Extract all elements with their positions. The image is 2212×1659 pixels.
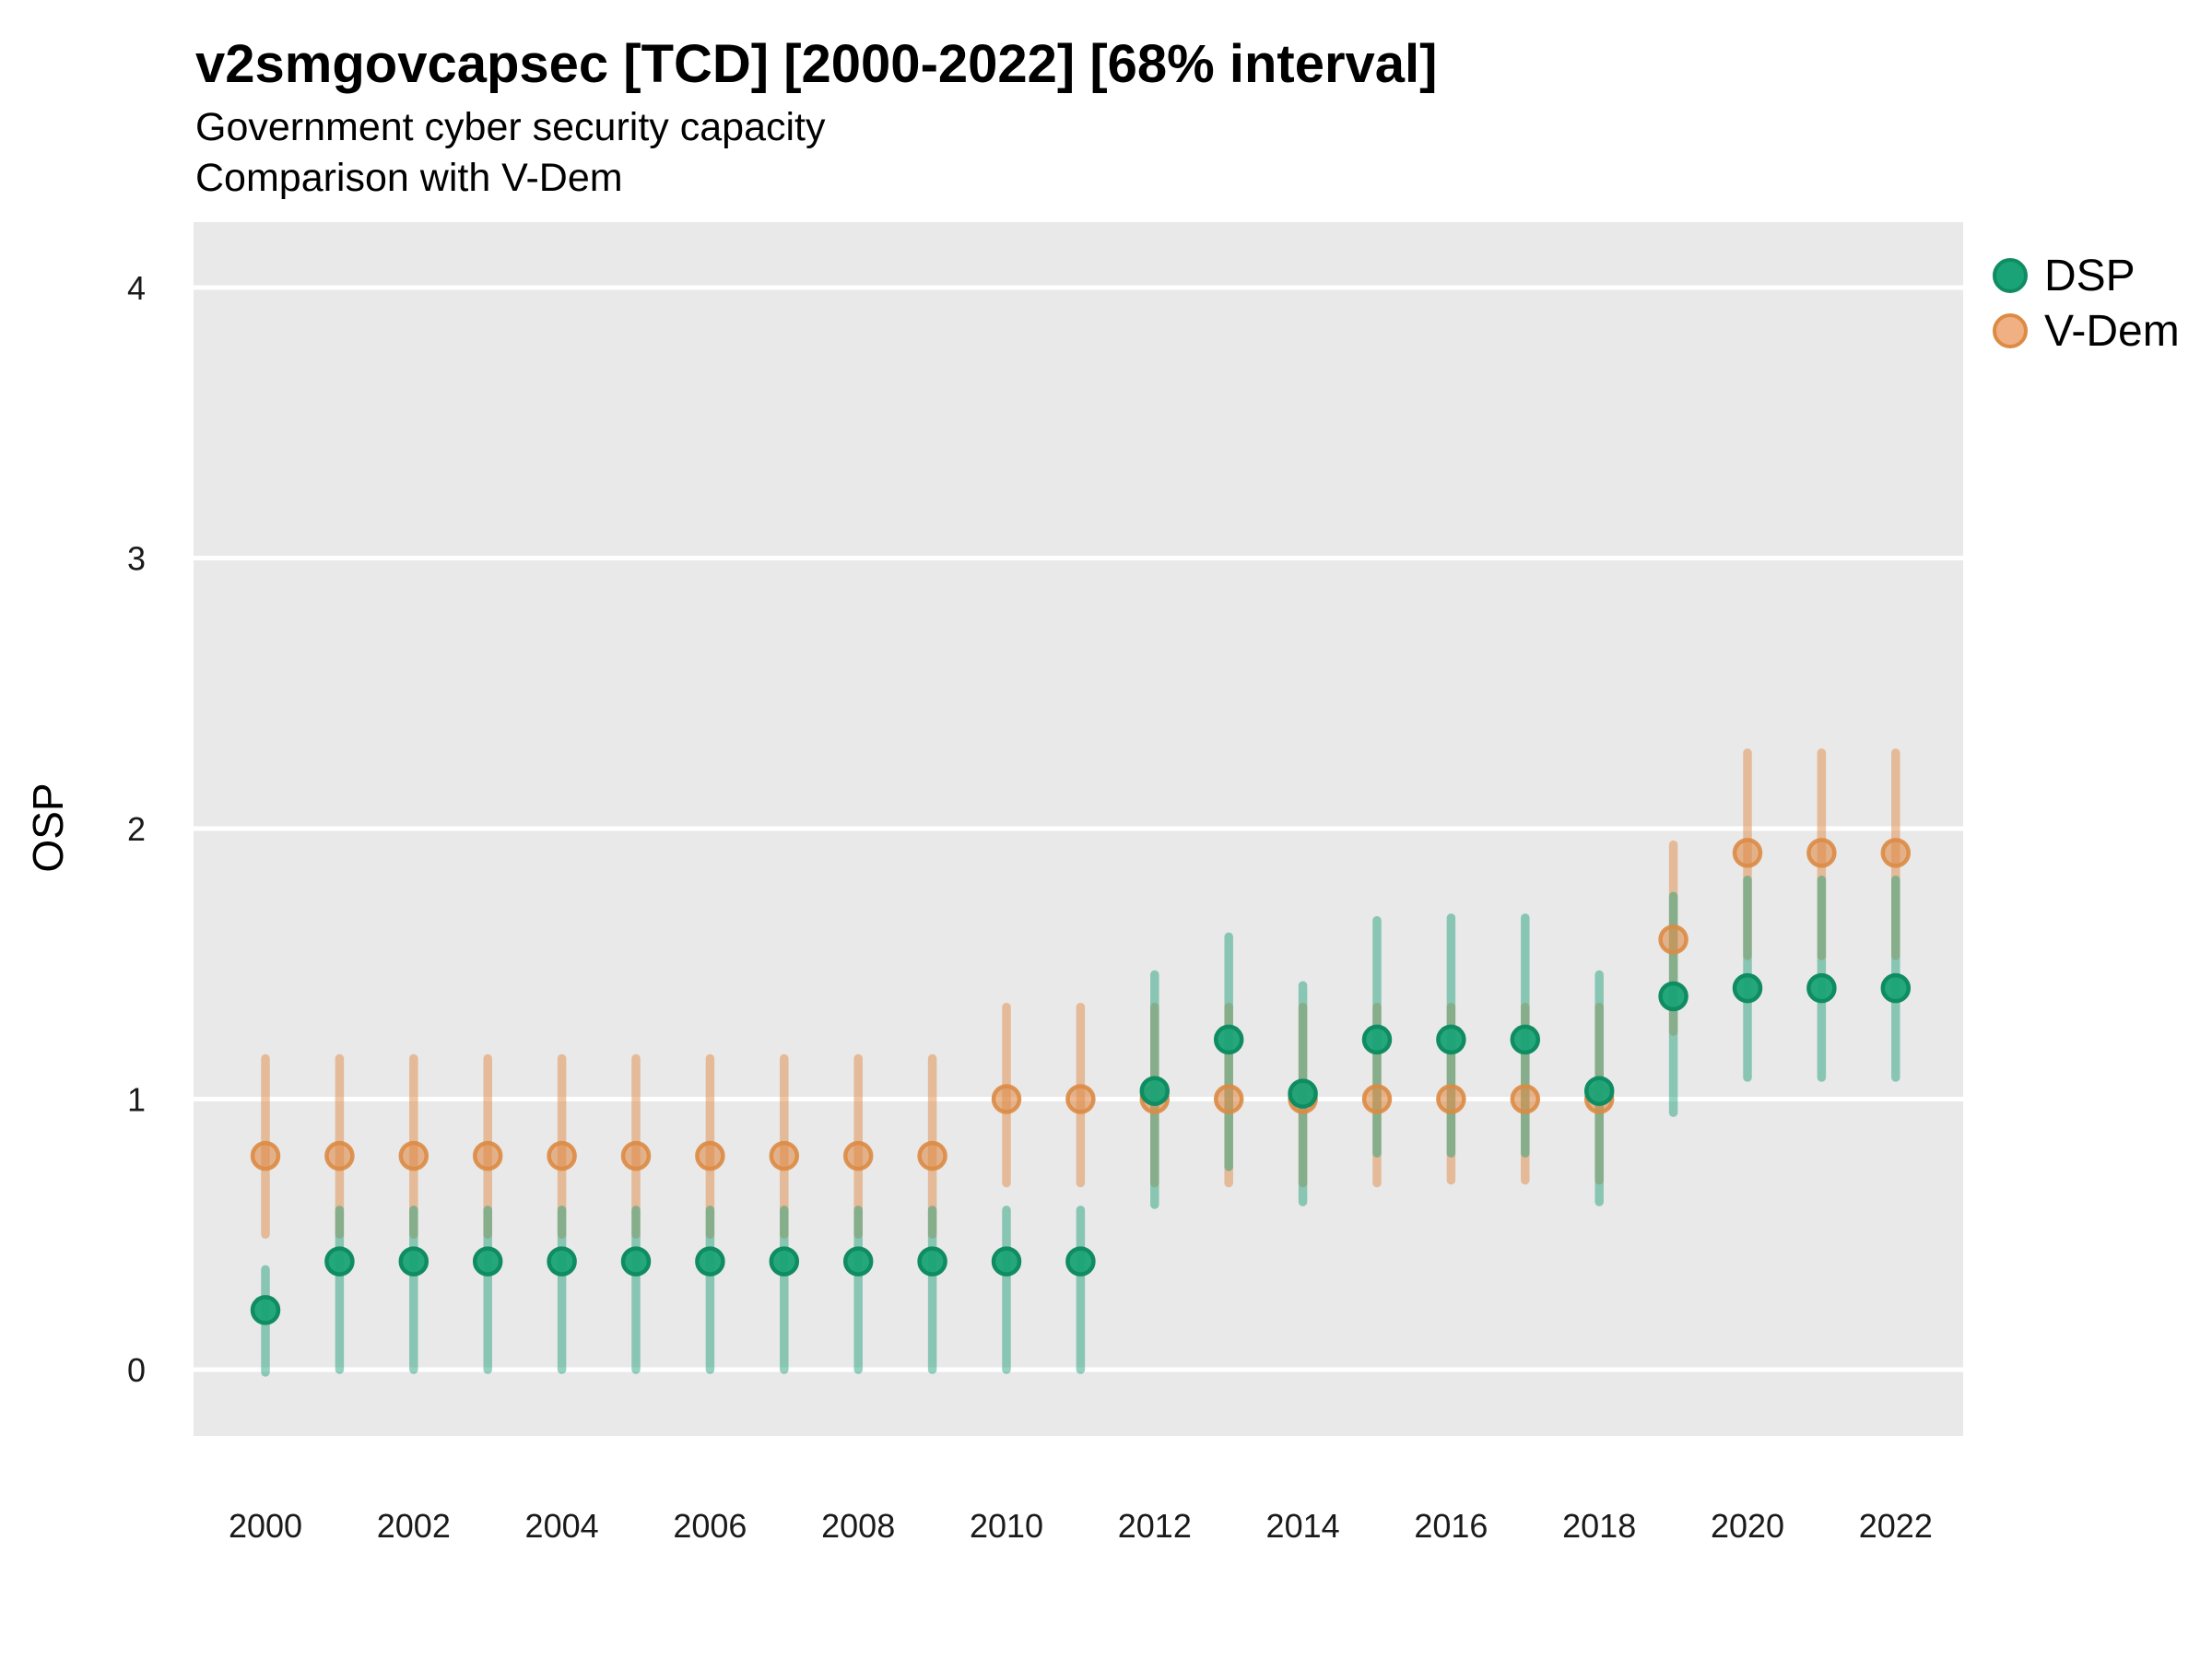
x-tick-label: 2010 [970, 1507, 1043, 1545]
vdem-point [1065, 1084, 1096, 1114]
dsp-point [1510, 1024, 1541, 1055]
dsp-point [1139, 1076, 1171, 1106]
legend-label-vdem: V-Dem [2044, 306, 2180, 356]
dsp-point [1213, 1024, 1244, 1055]
y-tick-label: 0 [127, 1351, 146, 1389]
dsp-point [1658, 981, 1688, 1012]
x-tick-label: 2016 [1414, 1507, 1488, 1545]
dsp-point [398, 1246, 429, 1277]
chart-subtitle-2: Comparison with V-Dem [195, 156, 623, 200]
x-tick-label: 2014 [1266, 1507, 1340, 1545]
dsp-point [324, 1246, 355, 1277]
dsp-point [1065, 1246, 1096, 1277]
vdem-point [1361, 1084, 1393, 1114]
dsp-point [250, 1295, 281, 1325]
x-tick-label: 2002 [377, 1507, 451, 1545]
dsp-point [1288, 1078, 1318, 1109]
vdem-point [250, 1140, 281, 1171]
x-tick-label: 2006 [673, 1507, 747, 1545]
vdem-point [1732, 838, 1763, 868]
vdem-point [324, 1140, 355, 1171]
x-tick-label: 2004 [525, 1507, 599, 1545]
y-tick-label: 4 [127, 269, 146, 307]
vdem-point [1880, 838, 1912, 868]
vdem-point [1806, 838, 1837, 868]
legend-item-dsp: DSP [1993, 252, 2180, 300]
dsp-point [1361, 1024, 1393, 1055]
vdem-point [769, 1140, 800, 1171]
dsp-point [842, 1246, 874, 1277]
dsp-point [991, 1246, 1022, 1277]
x-tick-label: 2000 [229, 1507, 302, 1545]
vdem-point [842, 1140, 874, 1171]
x-tick-label: 2008 [821, 1507, 895, 1545]
vdem-point [620, 1140, 652, 1171]
vdem-point [1510, 1084, 1541, 1114]
vdem-point [472, 1140, 503, 1171]
legend: DSP V-Dem [1993, 252, 2180, 356]
vdem-point [1658, 924, 1688, 955]
legend-label-dsp: DSP [2044, 251, 2136, 300]
dsp-point [695, 1246, 725, 1277]
vdem-point [398, 1140, 429, 1171]
vdem-point [695, 1140, 725, 1171]
y-tick-label: 2 [127, 810, 146, 848]
x-tick-label: 2012 [1118, 1507, 1192, 1545]
x-tick-label: 2020 [1711, 1507, 1784, 1545]
dsp-point [620, 1246, 652, 1277]
legend-item-vdem: V-Dem [1993, 307, 2180, 356]
vdem-point [991, 1084, 1022, 1114]
chart-subtitle-1: Government cyber security capacity [195, 105, 826, 149]
chart-title: v2smgovcapsec [TCD] [2000-2022] [68% int… [195, 34, 1438, 94]
vdem-point [1213, 1084, 1244, 1114]
y-tick-label: 3 [127, 540, 146, 578]
dsp-point [547, 1246, 577, 1277]
vdem-point [547, 1140, 577, 1171]
dsp-point [472, 1246, 503, 1277]
vdem-point [1436, 1084, 1466, 1114]
dsp-point [1436, 1024, 1466, 1055]
x-tick-label: 2022 [1859, 1507, 1933, 1545]
dsp-point [917, 1246, 947, 1277]
dsp-point [769, 1246, 800, 1277]
y-tick-label: 1 [127, 1081, 146, 1119]
x-tick-label: 2018 [1562, 1507, 1636, 1545]
vdem-legend-dot-icon [1993, 313, 2028, 348]
vdem-point [917, 1140, 947, 1171]
dsp-point [1732, 972, 1763, 1004]
dsp-point [1880, 972, 1912, 1004]
dsp-point [1583, 1076, 1615, 1106]
dsp-legend-dot-icon [1993, 258, 2028, 293]
dsp-point [1806, 972, 1837, 1004]
